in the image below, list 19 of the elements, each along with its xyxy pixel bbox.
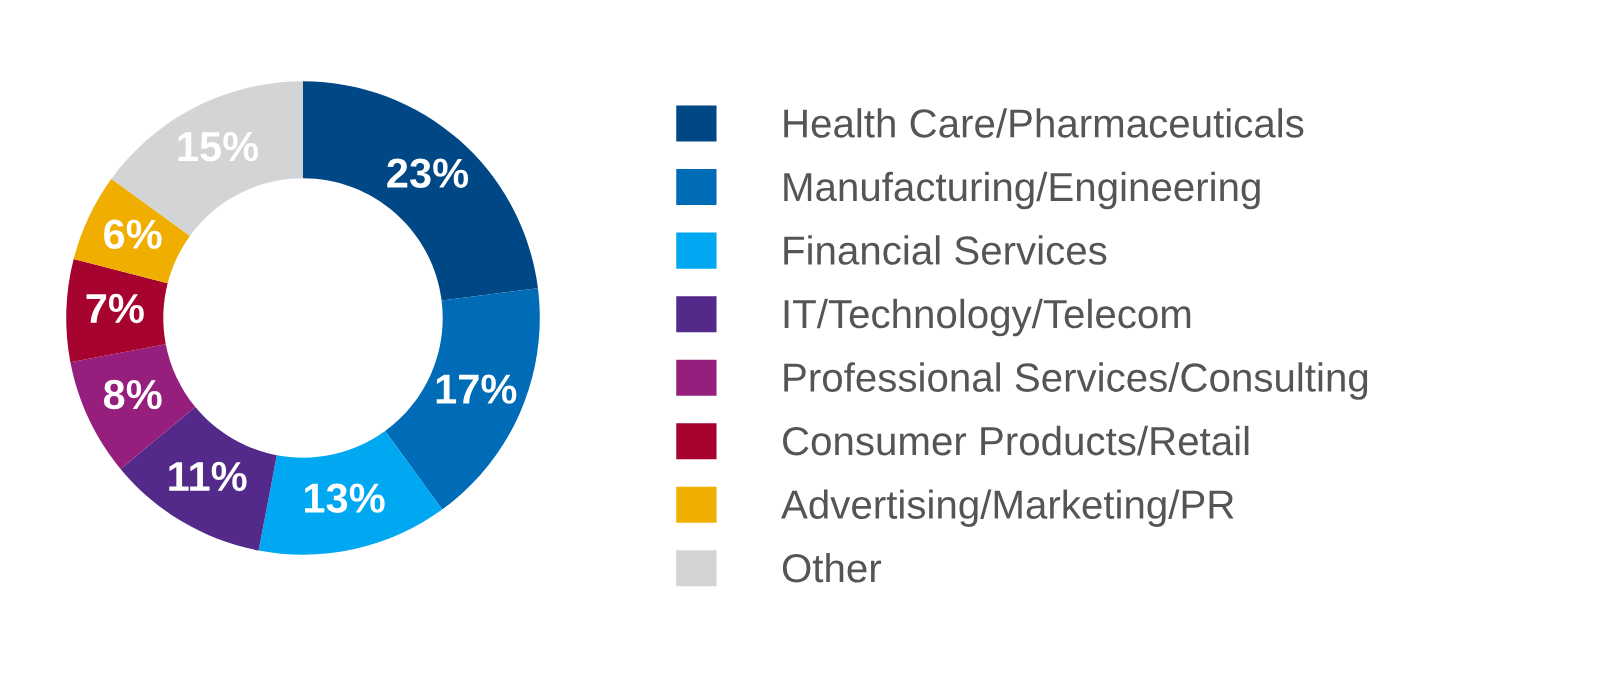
donut-slice [258,431,443,555]
data-label: 17% [436,374,517,404]
legend-label: Manufacturing/Engineering [784,171,1260,210]
data-label: 11% [169,461,247,492]
data-label: 8% [103,379,162,410]
data-label: 6% [104,219,162,250]
legend-label: Financial Services [784,235,1107,265]
data-label: 23% [387,158,469,189]
legend-label: Professional Services/Consulting [784,362,1368,400]
legend-label: Other [782,552,882,583]
data-label: 13% [304,483,385,513]
legend-label: Health Care/Pharmaceuticals [784,108,1304,138]
donut-slice [385,288,540,510]
donut-slice [66,259,168,363]
donut-slice [303,81,538,301]
legend-label: Advertising/Marketing/PR [781,489,1234,527]
legend-label: IT/Technology/Telecom [784,298,1191,337]
data-label: 7% [86,293,144,324]
legend-label: Consumer Products/Retail [783,425,1249,456]
